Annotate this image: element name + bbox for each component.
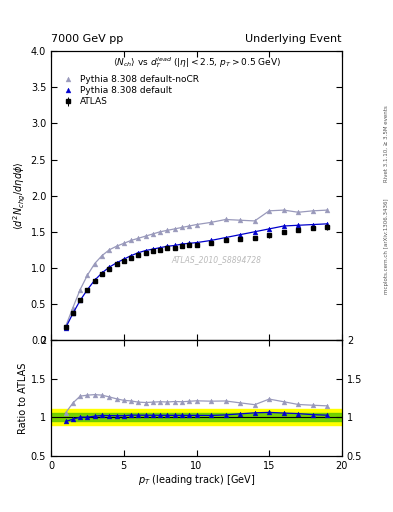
Pythia 8.308 default-noCR — [325, 207, 330, 213]
Pythia 8.308 default-noCR — [71, 305, 75, 311]
Pythia 8.308 default — [151, 246, 155, 252]
Pythia 8.308 default-noCR — [129, 238, 134, 244]
Bar — [51, 413, 342, 421]
Pythia 8.308 default — [158, 245, 163, 251]
Pythia 8.308 default-noCR — [92, 261, 97, 267]
Pythia 8.308 default-noCR — [267, 208, 272, 214]
Pythia 8.308 default — [296, 222, 301, 228]
Pythia 8.308 default-noCR — [252, 218, 257, 224]
Pythia 8.308 default-noCR — [209, 219, 213, 225]
Pythia 8.308 default — [281, 223, 286, 229]
Text: Rivet 3.1.10, ≥ 3.5M events: Rivet 3.1.10, ≥ 3.5M events — [384, 105, 389, 182]
Pythia 8.308 default-noCR — [187, 223, 192, 229]
Pythia 8.308 default — [238, 231, 242, 238]
Text: 7000 GeV pp: 7000 GeV pp — [51, 34, 123, 44]
Pythia 8.308 default — [121, 256, 126, 262]
Text: ATLAS_2010_S8894728: ATLAS_2010_S8894728 — [172, 254, 262, 264]
Pythia 8.308 default-noCR — [151, 231, 155, 237]
Pythia 8.308 default-noCR — [114, 243, 119, 249]
Pythia 8.308 default-noCR — [238, 217, 242, 223]
Bar — [51, 410, 342, 425]
Pythia 8.308 default-noCR — [78, 287, 83, 293]
Pythia 8.308 default — [223, 234, 228, 241]
Pythia 8.308 default — [143, 247, 148, 253]
X-axis label: $p_T$ (leading track) [GeV]: $p_T$ (leading track) [GeV] — [138, 473, 255, 487]
Pythia 8.308 default — [267, 226, 272, 232]
Pythia 8.308 default — [85, 287, 90, 293]
Pythia 8.308 default — [71, 310, 75, 316]
Pythia 8.308 default — [209, 238, 213, 244]
Pythia 8.308 default-noCR — [310, 208, 315, 214]
Pythia 8.308 default — [100, 270, 105, 276]
Legend: Pythia 8.308 default-noCR, Pythia 8.308 default, ATLAS: Pythia 8.308 default-noCR, Pythia 8.308 … — [59, 73, 201, 108]
Text: $\langle N_{ch}\rangle$ vs $d_T^{lead}$ ($|\eta| < 2.5$, $p_T > 0.5$ GeV): $\langle N_{ch}\rangle$ vs $d_T^{lead}$ … — [112, 55, 281, 71]
Y-axis label: Ratio to ATLAS: Ratio to ATLAS — [18, 362, 28, 434]
Y-axis label: $\langle d^2 N_{chg}/d\eta d\phi \rangle$: $\langle d^2 N_{chg}/d\eta d\phi \rangle… — [12, 161, 28, 230]
Pythia 8.308 default — [136, 250, 141, 256]
Pythia 8.308 default-noCR — [100, 252, 105, 259]
Pythia 8.308 default-noCR — [165, 227, 170, 233]
Line: Pythia 8.308 default: Pythia 8.308 default — [63, 221, 330, 330]
Pythia 8.308 default — [92, 277, 97, 283]
Pythia 8.308 default — [310, 222, 315, 228]
Pythia 8.308 default-noCR — [143, 233, 148, 239]
Pythia 8.308 default-noCR — [223, 217, 228, 223]
Pythia 8.308 default — [114, 260, 119, 266]
Pythia 8.308 default — [194, 240, 199, 246]
Pythia 8.308 default-noCR — [173, 226, 177, 232]
Pythia 8.308 default — [63, 325, 68, 331]
Pythia 8.308 default — [252, 229, 257, 235]
Pythia 8.308 default — [173, 242, 177, 248]
Pythia 8.308 default-noCR — [136, 235, 141, 241]
Pythia 8.308 default — [165, 243, 170, 249]
Text: Underlying Event: Underlying Event — [245, 34, 342, 44]
Pythia 8.308 default — [78, 297, 83, 304]
Pythia 8.308 default — [180, 241, 184, 247]
Pythia 8.308 default — [129, 252, 134, 259]
Pythia 8.308 default-noCR — [281, 207, 286, 213]
Pythia 8.308 default — [187, 240, 192, 246]
Pythia 8.308 default-noCR — [121, 240, 126, 246]
Pythia 8.308 default-noCR — [194, 222, 199, 228]
Text: mcplots.cern.ch [arXiv:1306.3436]: mcplots.cern.ch [arXiv:1306.3436] — [384, 198, 389, 293]
Pythia 8.308 default-noCR — [107, 247, 112, 253]
Pythia 8.308 default-noCR — [180, 224, 184, 230]
Pythia 8.308 default-noCR — [85, 272, 90, 278]
Pythia 8.308 default — [325, 221, 330, 227]
Pythia 8.308 default-noCR — [63, 323, 68, 329]
Pythia 8.308 default — [107, 264, 112, 270]
Line: Pythia 8.308 default-noCR: Pythia 8.308 default-noCR — [63, 208, 330, 329]
Pythia 8.308 default-noCR — [296, 209, 301, 216]
Pythia 8.308 default-noCR — [158, 229, 163, 235]
